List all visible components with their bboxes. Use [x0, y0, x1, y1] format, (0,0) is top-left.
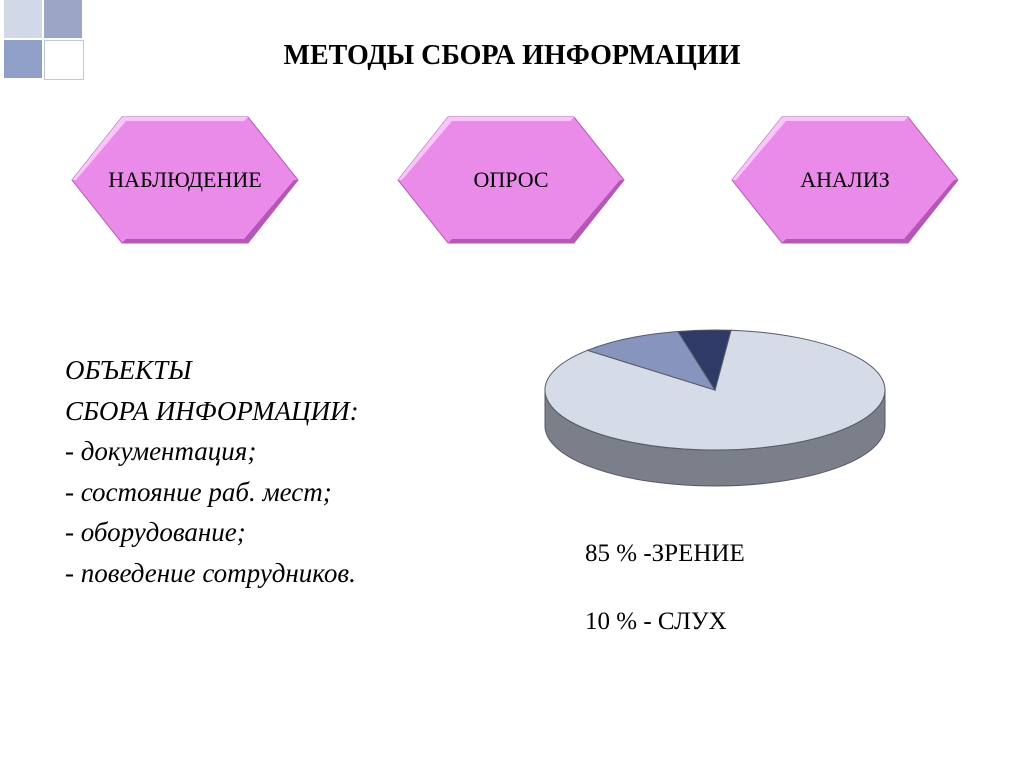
- objects-item: - оборудование;: [65, 512, 359, 553]
- hexagon-observation: НАБЛЮДЕНИЕ: [70, 115, 300, 245]
- objects-item: - состояние раб. мест;: [65, 472, 359, 513]
- pie-chart: [525, 320, 905, 500]
- objects-header-2: СБОРА ИНФОРМАЦИИ:: [65, 391, 359, 432]
- objects-item: - поведение сотрудников.: [65, 553, 359, 594]
- sense-hearing: 10 % - СЛУХ: [585, 608, 745, 636]
- hexagon-row: НАБЛЮДЕНИЕ ОПРОС АНАЛИЗ: [0, 115, 1024, 265]
- hexagon-survey: ОПРОС: [396, 115, 626, 245]
- corner-sq-2: [44, 0, 82, 38]
- objects-item: - документация;: [65, 431, 359, 472]
- objects-list: ОБЪЕКТЫ СБОРА ИНФОРМАЦИИ: - документация…: [65, 350, 359, 593]
- hexagon-label: АНАЛИЗ: [730, 115, 960, 245]
- hexagon-label: ОПРОС: [396, 115, 626, 245]
- pie-svg: [525, 320, 905, 500]
- slide-title: МЕТОДЫ СБОРА ИНФОРМАЦИИ: [0, 40, 1024, 72]
- corner-sq-1: [4, 0, 42, 38]
- objects-header-1: ОБЪЕКТЫ: [65, 350, 359, 391]
- hexagon-analysis: АНАЛИЗ: [730, 115, 960, 245]
- sense-vision: 85 % -ЗРЕНИЕ: [585, 540, 745, 568]
- sense-labels: 85 % -ЗРЕНИЕ 10 % - СЛУХ: [585, 540, 745, 676]
- hexagon-label: НАБЛЮДЕНИЕ: [70, 115, 300, 245]
